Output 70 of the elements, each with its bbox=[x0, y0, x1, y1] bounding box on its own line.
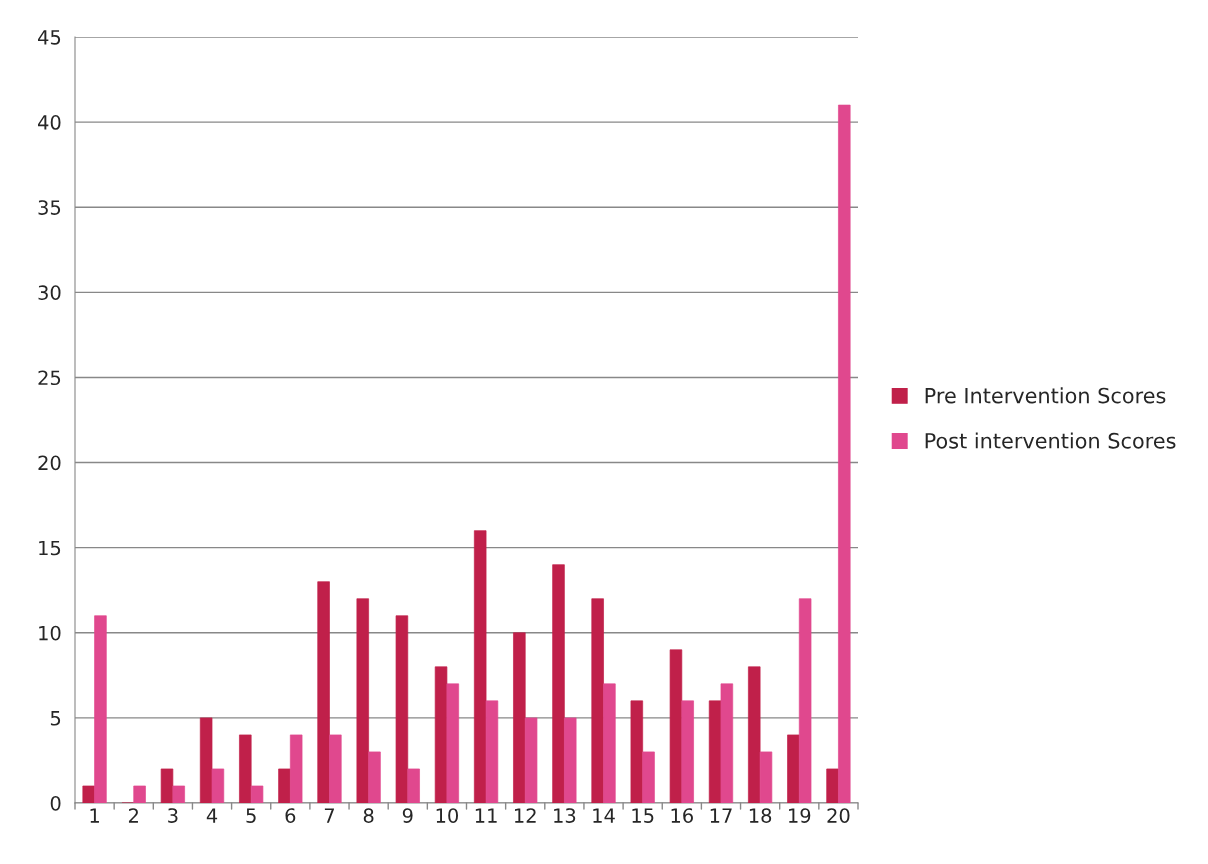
legend-label: Pre Intervention Scores bbox=[925, 387, 1166, 404]
bar bbox=[473, 530, 487, 803]
bar bbox=[250, 785, 264, 803]
x-tick-label: 14 bbox=[593, 808, 615, 823]
x-tick-label: 1 bbox=[90, 808, 99, 823]
y-tick-label: 35 bbox=[38, 200, 61, 215]
bar bbox=[94, 615, 107, 803]
x-tick-label: 19 bbox=[789, 808, 811, 823]
x-tick-label: 9 bbox=[402, 808, 413, 823]
y-tick-label: 45 bbox=[38, 30, 61, 45]
x-tick-label: 8 bbox=[363, 808, 374, 823]
bar bbox=[133, 785, 146, 803]
bar bbox=[199, 717, 213, 803]
x-tick-label: 16 bbox=[671, 808, 693, 823]
x-tick-label: 13 bbox=[554, 808, 576, 823]
bar bbox=[485, 700, 499, 803]
x-tick-label: 11 bbox=[475, 808, 497, 823]
bar bbox=[630, 700, 644, 803]
y-tick-label: 0 bbox=[50, 795, 61, 811]
y-tick-label: 5 bbox=[50, 711, 61, 726]
bar bbox=[748, 666, 761, 803]
bar bbox=[172, 785, 185, 803]
bar bbox=[591, 598, 604, 803]
y-tick-label: 15 bbox=[39, 540, 61, 556]
bar bbox=[211, 768, 225, 803]
bar bbox=[329, 734, 342, 803]
bar bbox=[278, 768, 291, 803]
x-tick-label: 5 bbox=[246, 808, 256, 823]
x-tick-label: 4 bbox=[206, 808, 218, 823]
bar bbox=[395, 615, 409, 803]
bar bbox=[603, 683, 616, 803]
x-tick-label: 10 bbox=[436, 808, 458, 823]
x-tick-label: 2 bbox=[128, 808, 138, 823]
bar bbox=[798, 598, 812, 803]
x-tick-label: 12 bbox=[514, 808, 536, 823]
bar bbox=[787, 734, 800, 803]
x-tick-label: 17 bbox=[710, 808, 732, 823]
y-tick-label: 30 bbox=[38, 285, 61, 300]
bar bbox=[681, 700, 694, 803]
bar bbox=[160, 768, 174, 803]
y-tick-label: 25 bbox=[38, 370, 61, 386]
bar bbox=[826, 768, 839, 803]
bar bbox=[564, 717, 577, 803]
bar bbox=[446, 683, 460, 803]
bar bbox=[368, 751, 381, 803]
y-tick-label: 20 bbox=[38, 455, 61, 471]
bar bbox=[82, 785, 95, 803]
bar bbox=[838, 104, 851, 803]
bar bbox=[720, 683, 734, 803]
x-tick-label: 18 bbox=[749, 808, 772, 823]
bar bbox=[642, 751, 655, 803]
bar bbox=[552, 564, 565, 803]
bar bbox=[524, 717, 538, 803]
x-tick-label: 3 bbox=[168, 808, 178, 823]
y-tick-label: 10 bbox=[39, 625, 61, 641]
bar bbox=[759, 751, 773, 803]
legend-label: Post intervention Scores bbox=[925, 432, 1176, 449]
bar bbox=[669, 649, 683, 803]
x-tick-label: 7 bbox=[324, 808, 334, 823]
x-tick-label: 6 bbox=[285, 808, 296, 823]
bar bbox=[239, 734, 252, 803]
bar bbox=[513, 632, 526, 803]
bar bbox=[317, 581, 330, 803]
x-tick-label: 20 bbox=[827, 808, 850, 823]
x-tick-label: 15 bbox=[632, 808, 654, 823]
bar bbox=[407, 768, 420, 803]
y-tick-label: 40 bbox=[38, 115, 61, 130]
bar bbox=[434, 666, 448, 803]
bar bbox=[289, 734, 303, 803]
bar bbox=[356, 598, 369, 803]
